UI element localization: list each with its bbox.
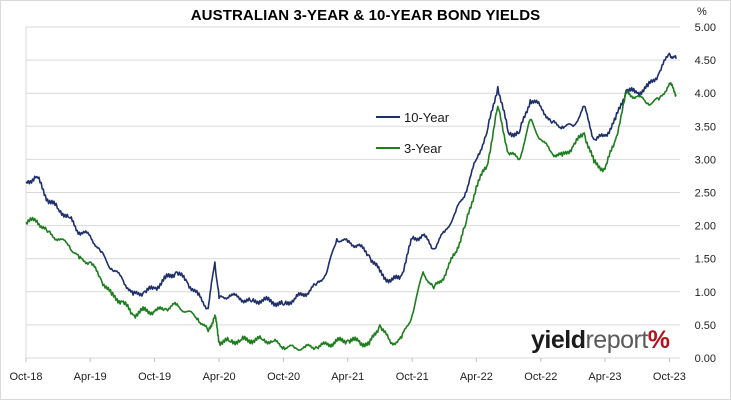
x-tick-label: Oct-23 [653, 371, 686, 383]
y-tick-label: 2.50 [695, 188, 716, 200]
y-tick-label: 2.00 [695, 221, 716, 233]
y-tick-label: 3.50 [695, 121, 716, 133]
x-tick-label: Oct-19 [138, 371, 171, 383]
x-tick-label: Oct-20 [267, 371, 300, 383]
x-tick-label: Apr-19 [74, 371, 107, 383]
series-line-3-year [25, 82, 677, 352]
y-tick-label: 4.00 [695, 88, 716, 100]
x-tick-label: Oct-21 [396, 371, 429, 383]
yieldreport-logo: yieldreport% [531, 326, 670, 354]
y-tick-label: 1.50 [695, 254, 716, 266]
y-axis-ticks: 0.00 0.50 1.00 1.50 2.00 2.50 3.00 3.50 4.00 4.50… [695, 22, 716, 365]
gridlines [25, 26, 680, 359]
legend: 10-Year 3-Year [376, 110, 450, 156]
x-tick-label: Apr-22 [460, 371, 493, 383]
legend-label: 10-Year [404, 110, 450, 125]
x-tick-label: Apr-21 [331, 371, 364, 383]
y-axis-unit: % [697, 6, 707, 18]
series-lines [25, 52, 677, 352]
y-tick-label: 0.00 [695, 353, 716, 365]
y-tick-label: 3.00 [695, 154, 716, 166]
x-axis-ticks: Oct-18 Apr-19 Oct-19 Apr-20 Oct-20 Apr-21 Oct-… [9, 358, 686, 383]
legend-label: 3-Year [404, 141, 442, 156]
x-tick-label: Apr-23 [588, 371, 621, 383]
y-tick-label: 5.00 [695, 22, 716, 34]
series-line-10-year [25, 52, 677, 310]
y-tick-label: 4.50 [695, 55, 716, 67]
x-tick-label: Apr-20 [203, 371, 236, 383]
x-tick-label: Oct-22 [524, 371, 557, 383]
y-tick-label: 1.00 [695, 287, 716, 299]
chart-title: AUSTRALIAN 3-YEAR & 10-YEAR BOND YIELDS [190, 7, 541, 24]
y-tick-label: 0.50 [695, 320, 716, 332]
x-tick-label: Oct-18 [9, 371, 42, 383]
